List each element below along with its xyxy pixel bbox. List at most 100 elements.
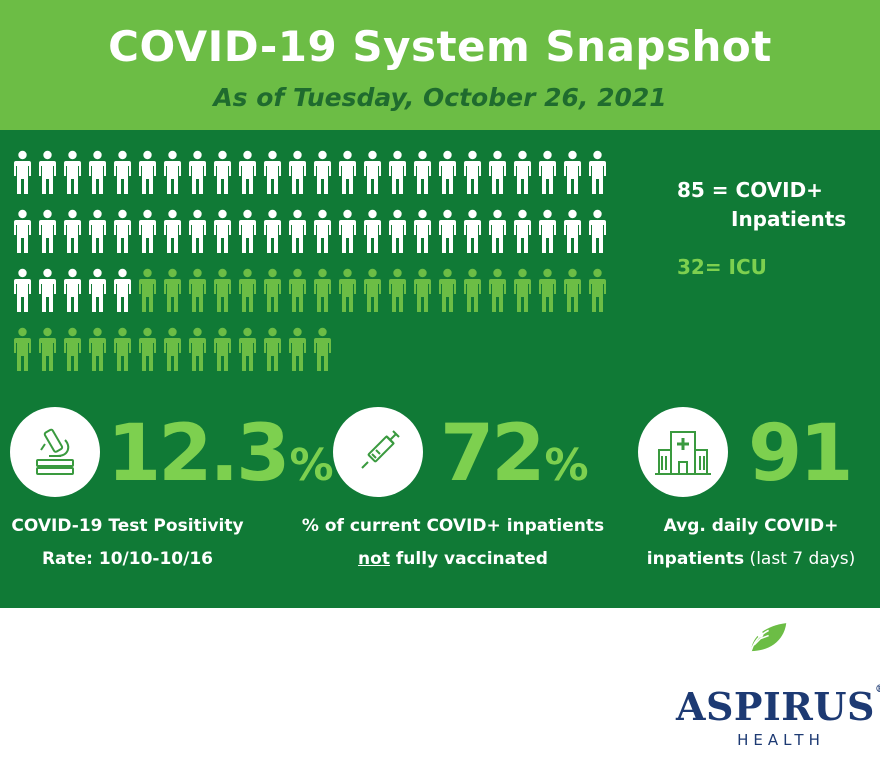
person-icon-inpatient	[264, 209, 281, 253]
stat-2-label-line2-rest: fully vaccinated	[389, 549, 548, 569]
logo-name: ASPIRUS	[676, 684, 875, 729]
person-icon-inpatient	[114, 209, 131, 253]
person-icon-inpatient	[289, 209, 306, 253]
person-icon-inpatient	[364, 150, 381, 194]
person-icon-inpatient	[414, 150, 431, 194]
stat-1-suffix: %	[289, 440, 334, 491]
stat-3-label-line2-rest: (last 7 days)	[744, 549, 856, 569]
hospital-icon	[655, 431, 711, 475]
stat-2-label: % of current COVID+ inpatients not fully…	[288, 510, 618, 576]
person-icon-inpatient	[539, 209, 556, 253]
stat-3-value: 91	[748, 415, 854, 493]
person-icon-icu	[214, 327, 231, 371]
person-icon-inpatient	[214, 209, 231, 253]
person-icon-icu	[139, 268, 156, 312]
person-icon-inpatient	[539, 150, 556, 194]
person-icon-inpatient	[39, 268, 56, 312]
header-banner: COVID-19 System Snapshot As of Tuesday, …	[0, 0, 880, 130]
person-icon-inpatient	[439, 209, 456, 253]
person-icon-icu	[264, 268, 281, 312]
person-icon-inpatient	[139, 209, 156, 253]
person-icon-inpatient	[564, 150, 581, 194]
stat-1-label-line1: COVID-19 Test Positivity	[11, 516, 244, 536]
logo-wordmark: ASPIRUS®	[676, 684, 880, 729]
person-icon-inpatient	[289, 150, 306, 194]
legend-total: 85 = COVID+ Inpatients	[677, 176, 846, 234]
person-icon-inpatient	[239, 209, 256, 253]
stat-2-suffix: %	[544, 440, 589, 491]
legend-total-line1: 85 = COVID+	[677, 178, 823, 202]
person-icon-inpatient	[39, 209, 56, 253]
person-icon-icu	[139, 327, 156, 371]
person-icon-icu	[39, 327, 56, 371]
page-subtitle: As of Tuesday, October 26, 2021	[213, 83, 667, 112]
person-icon-icu	[264, 327, 281, 371]
page-title: COVID-19 System Snapshot	[108, 22, 772, 71]
person-icon-inpatient	[114, 268, 131, 312]
person-icon-icu	[439, 268, 456, 312]
person-icon-icu	[589, 268, 606, 312]
person-icon-inpatient	[464, 150, 481, 194]
person-icon-icu	[114, 327, 131, 371]
stat-1-icon-circle	[10, 407, 100, 497]
person-icon-icu	[214, 268, 231, 312]
stat-3-number: 91	[748, 409, 854, 499]
person-icon-inpatient	[14, 268, 31, 312]
person-icon-inpatient	[14, 209, 31, 253]
person-icon-inpatient	[164, 209, 181, 253]
syringe-icon	[361, 430, 400, 469]
person-icon-icu	[14, 327, 31, 371]
microscope-icon	[36, 428, 74, 475]
person-icon-inpatient	[139, 150, 156, 194]
person-icon-inpatient	[339, 209, 356, 253]
person-icon-icu	[364, 268, 381, 312]
person-icon-inpatient	[514, 150, 531, 194]
person-icon-inpatient	[389, 209, 406, 253]
person-icon-icu	[64, 327, 81, 371]
person-icon-inpatient	[14, 150, 31, 194]
person-icon-icu	[164, 268, 181, 312]
stat-1-value: 12.3%	[107, 415, 334, 493]
person-icon-inpatient	[389, 150, 406, 194]
person-icon-icu	[189, 327, 206, 371]
person-icon-inpatient	[589, 150, 606, 194]
person-icon-icu	[414, 268, 431, 312]
person-icon-inpatient	[164, 150, 181, 194]
person-icon-inpatient	[64, 150, 81, 194]
person-icon-icu	[239, 327, 256, 371]
person-icon-inpatient	[89, 268, 106, 312]
person-icon-icu	[514, 268, 531, 312]
stat-2-value: 72%	[440, 415, 589, 493]
stat-2-label-line1: % of current COVID+ inpatients	[301, 516, 605, 536]
person-icon-icu	[289, 327, 306, 371]
person-icon-icu	[489, 268, 506, 312]
person-icon-icu	[389, 268, 406, 312]
legend-icu: 32= ICU	[677, 255, 767, 279]
person-icon-inpatient	[39, 150, 56, 194]
person-icon-inpatient	[339, 150, 356, 194]
inpatient-icon-grid	[10, 150, 630, 372]
person-icon-icu	[289, 268, 306, 312]
stat-1-label-line2: Rate: 10/10-10/16	[41, 549, 214, 569]
person-icon-icu	[314, 268, 331, 312]
person-icon-icu	[564, 268, 581, 312]
person-icon-icu	[89, 327, 106, 371]
registered-mark: ®	[875, 684, 880, 695]
aspirus-leaf-logo-icon	[750, 623, 787, 652]
person-icon-inpatient	[64, 268, 81, 312]
stats-panel: 85 = COVID+ Inpatients 32= ICU 12.3% COV…	[0, 130, 880, 608]
stat-2-number: 72	[440, 409, 546, 499]
person-icon-icu	[164, 327, 181, 371]
person-icon-icu	[189, 268, 206, 312]
person-icon-inpatient	[514, 209, 531, 253]
person-icon-inpatient	[464, 209, 481, 253]
stat-1-number: 12.3	[107, 409, 290, 499]
person-icon-inpatient	[89, 150, 106, 194]
person-icon-inpatient	[264, 150, 281, 194]
person-icon-icu	[464, 268, 481, 312]
stat-3-label: Avg. daily COVID+ inpatients (last 7 day…	[636, 510, 866, 576]
stat-3-label-line1: Avg. daily COVID+	[663, 516, 839, 536]
person-icon-inpatient	[489, 150, 506, 194]
stat-2-label-underlined: not	[358, 549, 390, 569]
person-icon-inpatient	[364, 209, 381, 253]
